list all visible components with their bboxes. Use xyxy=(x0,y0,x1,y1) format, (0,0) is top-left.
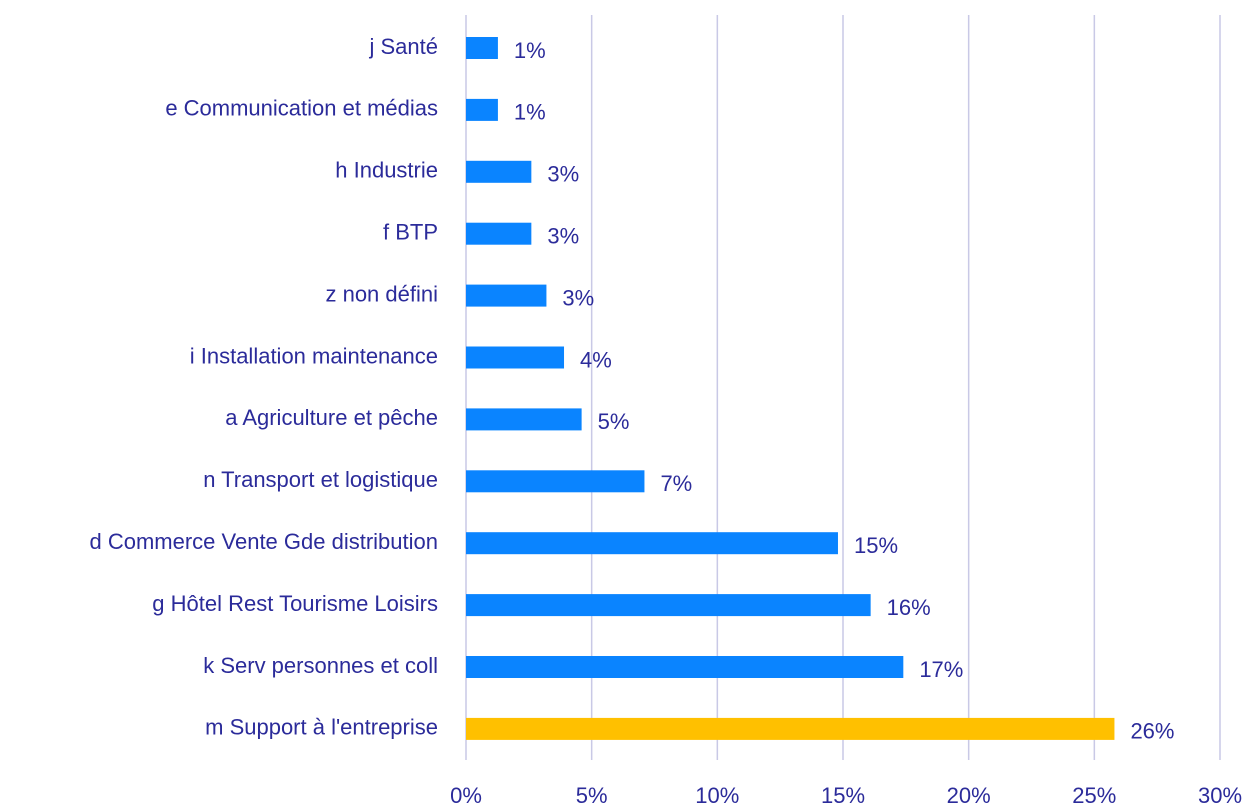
bar xyxy=(466,37,498,59)
data-label: 4% xyxy=(580,347,612,372)
data-label: 1% xyxy=(514,38,546,63)
y-tick-label: n Transport et logistique xyxy=(203,467,438,492)
bar xyxy=(466,346,565,369)
y-tick-label: h Industrie xyxy=(335,158,438,183)
y-tick-label: f BTP xyxy=(383,220,438,245)
y-tick-label: e Communication et médias xyxy=(165,96,438,121)
x-tick-label: 0% xyxy=(450,783,482,808)
data-label: 1% xyxy=(514,100,546,125)
y-tick-label: i Installation maintenance xyxy=(190,343,438,368)
y-tick-label: m Support à l'entreprise xyxy=(205,715,438,740)
x-tick-label: 20% xyxy=(947,783,991,808)
bar xyxy=(466,284,547,307)
x-tick-label: 10% xyxy=(695,783,739,808)
bar xyxy=(466,532,838,555)
bar xyxy=(466,594,871,617)
x-tick-label: 30% xyxy=(1198,783,1242,808)
data-label: 17% xyxy=(919,657,963,682)
data-label: 7% xyxy=(660,471,692,496)
bar xyxy=(466,470,645,493)
bar xyxy=(466,717,1115,740)
x-tick-label: 5% xyxy=(576,783,608,808)
data-label: 26% xyxy=(1130,719,1174,744)
bar xyxy=(466,160,532,183)
data-label: 3% xyxy=(547,224,579,249)
bar xyxy=(466,656,904,678)
y-tick-label: z non défini xyxy=(325,281,438,306)
bar xyxy=(466,98,498,121)
bar xyxy=(466,222,532,245)
data-label: 3% xyxy=(547,162,579,187)
x-tick-label: 25% xyxy=(1072,783,1116,808)
x-tick-label: 15% xyxy=(821,783,865,808)
data-label: 5% xyxy=(598,409,630,434)
y-tick-label: g Hôtel Rest Tourisme Loisirs xyxy=(152,591,438,616)
y-tick-label: j Santé xyxy=(369,34,439,59)
bar xyxy=(466,408,582,431)
y-tick-label: k Serv personnes et coll xyxy=(203,653,438,678)
data-label: 16% xyxy=(887,595,931,620)
data-label: 3% xyxy=(562,285,594,310)
y-tick-label: d Commerce Vente Gde distribution xyxy=(89,529,438,554)
y-tick-label: a Agriculture et pêche xyxy=(225,405,438,430)
data-label: 15% xyxy=(854,533,898,558)
